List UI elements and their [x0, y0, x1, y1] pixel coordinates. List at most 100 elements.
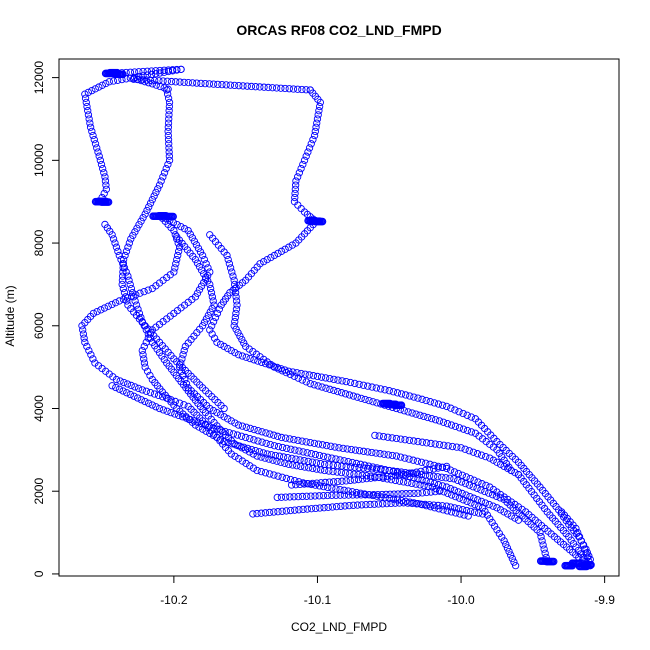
- data-point: [323, 491, 332, 500]
- data-point: [299, 505, 307, 514]
- data-point: [458, 505, 467, 514]
- data-point: [145, 203, 153, 211]
- data-point: [474, 478, 482, 486]
- data-point: [359, 447, 368, 455]
- data-point: [338, 377, 346, 385]
- data-point: [258, 438, 266, 446]
- data-point: [243, 82, 251, 90]
- data-point: [188, 79, 197, 87]
- data-point: [444, 489, 452, 498]
- data-point: [478, 510, 487, 518]
- data-point: [339, 444, 347, 453]
- data-point: [575, 533, 584, 541]
- data-point: [312, 123, 320, 131]
- data-point: [282, 507, 290, 515]
- data-point: [361, 491, 369, 499]
- data-point: [126, 390, 135, 399]
- data-point: [463, 411, 471, 419]
- data-point: [438, 473, 446, 481]
- data-point: [165, 140, 173, 148]
- data-point: [253, 509, 261, 518]
- data-point: [391, 499, 399, 507]
- data-point: [518, 505, 526, 514]
- data-point: [238, 422, 247, 430]
- data-point: [294, 374, 302, 382]
- data-point: [127, 284, 136, 293]
- data-point: [194, 418, 202, 426]
- data-point: [164, 160, 172, 169]
- data-point: [426, 478, 434, 486]
- x-tick-label: -10.2: [160, 593, 188, 607]
- data-point: [307, 140, 315, 148]
- data-point: [225, 429, 233, 437]
- data-point: [253, 466, 261, 475]
- data-point: [108, 231, 116, 239]
- data-point: [397, 401, 406, 409]
- data-point: [247, 82, 256, 91]
- data-point: [155, 77, 163, 85]
- data-point: [443, 464, 451, 473]
- data-point: [405, 455, 413, 463]
- data-point: [234, 421, 243, 429]
- data-point: [205, 422, 213, 431]
- data-point: [312, 504, 320, 513]
- data-point: [416, 411, 424, 419]
- data-point: [123, 297, 131, 305]
- data-point: [313, 115, 322, 123]
- data-point: [379, 432, 388, 441]
- data-point: [237, 432, 246, 440]
- data-point: [298, 437, 306, 445]
- data-point: [195, 263, 204, 271]
- data-point: [504, 510, 512, 518]
- data-point: [326, 374, 334, 383]
- data-points: [78, 65, 595, 571]
- data-point: [214, 80, 222, 89]
- data-point: [277, 433, 286, 442]
- data-point: [148, 284, 156, 293]
- data-point: [391, 471, 400, 480]
- data-point: [163, 77, 171, 85]
- data-point: [401, 436, 409, 444]
- data-point: [154, 185, 162, 193]
- data-point: [114, 247, 122, 255]
- data-point: [357, 394, 365, 402]
- data-point: [174, 251, 182, 260]
- data-point: [240, 339, 248, 347]
- data-point: [316, 504, 324, 512]
- data-point: [115, 297, 123, 305]
- data-point: [443, 402, 451, 411]
- data-point: [197, 420, 206, 428]
- data-point: [343, 445, 351, 453]
- data-point: [259, 449, 267, 457]
- data-point: [83, 102, 91, 111]
- data-point: [337, 502, 345, 510]
- data-point: [96, 156, 105, 164]
- data-point: [242, 423, 250, 431]
- data-point: [503, 544, 512, 552]
- data-point: [246, 434, 254, 443]
- data-point: [234, 329, 242, 337]
- data-point: [329, 478, 338, 486]
- data-point: [298, 376, 306, 384]
- data-point: [165, 144, 173, 152]
- data-point: [450, 468, 459, 476]
- data-point: [137, 313, 145, 322]
- data-point: [227, 417, 235, 425]
- data-point: [360, 461, 369, 469]
- data-point: [191, 255, 200, 264]
- data-point: [315, 217, 324, 225]
- data-point: [307, 450, 315, 458]
- data-point: [395, 471, 404, 479]
- data-point: [430, 479, 439, 488]
- data-point: [504, 495, 512, 504]
- data-point: [450, 486, 459, 494]
- data-point: [327, 442, 335, 450]
- data-point: [209, 406, 218, 415]
- data-point: [496, 494, 504, 502]
- data-point: [410, 393, 418, 401]
- data-point: [299, 160, 307, 169]
- data-point: [272, 84, 281, 92]
- data-point: [310, 439, 319, 447]
- data-point: [477, 451, 486, 459]
- data-point: [384, 451, 392, 459]
